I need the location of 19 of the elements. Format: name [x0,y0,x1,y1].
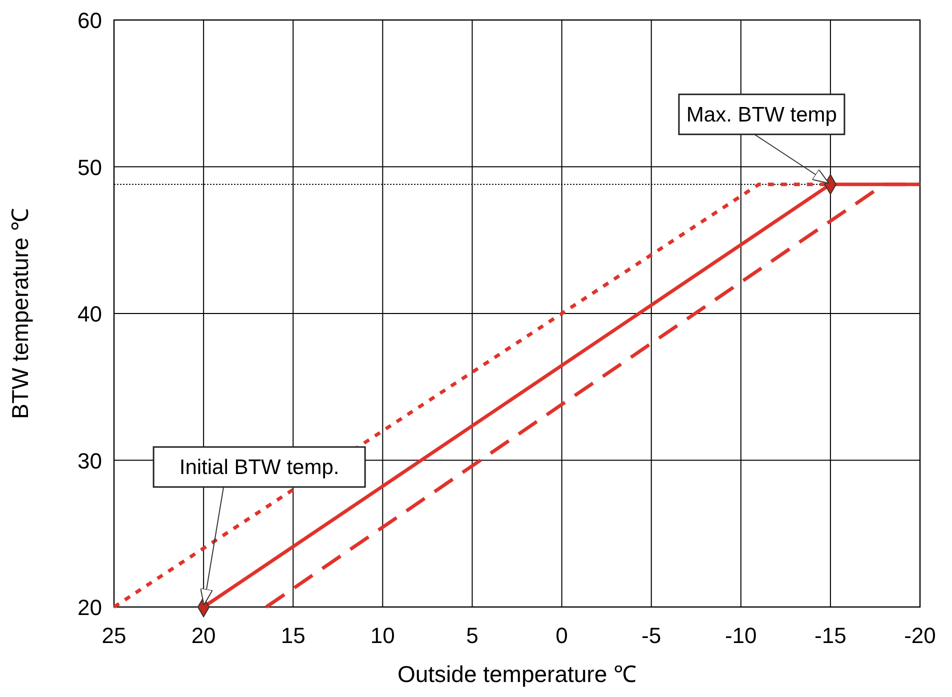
y-axis-title: BTW temperature ℃ [7,208,33,419]
x-tick-label: 10 [370,623,395,648]
annotation: Initial BTW temp. [179,456,340,479]
x-tick-label: 15 [280,623,306,648]
annotation: Max. BTW temp [686,103,837,126]
x-tick-label: -20 [904,623,936,648]
y-tick-label: 60 [78,8,102,33]
x-tick-label: 5 [466,623,478,648]
x-tick-label: 0 [556,623,568,648]
y-tick-label: 20 [78,595,102,620]
x-tick-label: -5 [642,623,662,648]
x-axis-title: Outside temperature ℃ [397,661,637,687]
y-tick-label: 50 [78,154,102,180]
x-tick-label: -10 [724,623,757,648]
x-tick-label: 20 [191,623,216,648]
x-tick-label: 25 [102,623,126,648]
y-tick-label: 30 [78,448,102,474]
x-tick-label: -15 [814,623,846,648]
y-tick-label: 40 [78,302,102,326]
